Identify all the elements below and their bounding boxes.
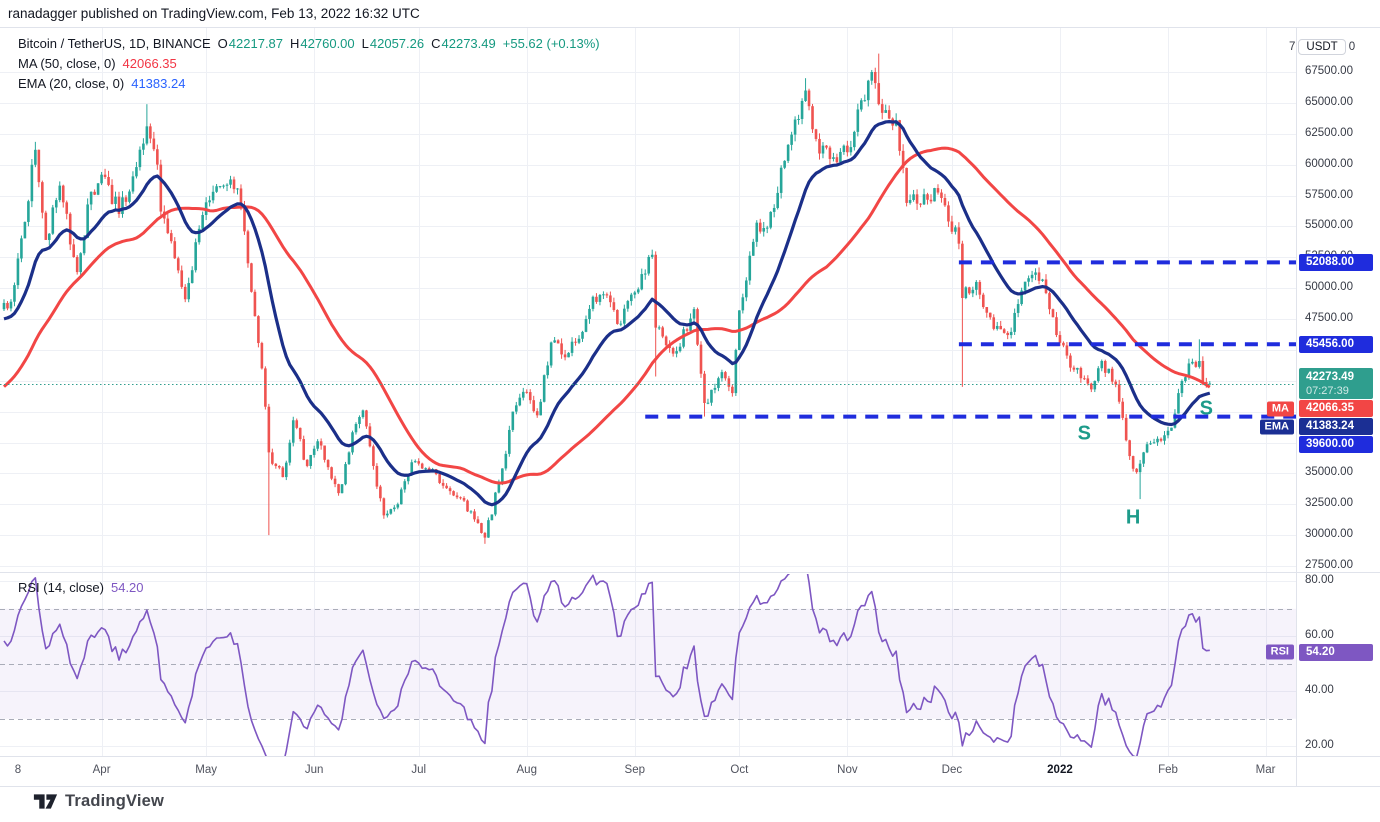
price-tick-label: 55000.00: [1305, 219, 1353, 232]
change-value: +55.62 (+0.13%): [502, 36, 600, 51]
open-value: 42217.87: [228, 36, 284, 51]
price-tick-label: 57500.00: [1305, 188, 1353, 201]
time-tick-label: Sep: [624, 764, 646, 776]
time-tick-label: Apr: [92, 764, 111, 776]
price-tick-label: 62500.00: [1305, 126, 1353, 139]
time-tick-label: Aug: [516, 764, 537, 776]
time-tick-label: Nov: [837, 764, 858, 776]
ema-legend-label: EMA (20, close, 0): [18, 76, 125, 91]
attribution-header: ranadagger published on TradingView.com,…: [8, 6, 420, 21]
rsi-legend-label: RSI (14, close): [18, 580, 104, 595]
bar-countdown-text: 07:27:39: [1306, 385, 1349, 398]
ma-axis-tag: MA: [1266, 401, 1294, 417]
pattern-annotation-h: H: [1125, 506, 1141, 529]
time-tick-label: May: [195, 764, 217, 776]
current-price-text: 42273.49: [1306, 371, 1354, 384]
time-tick-label: Oct: [730, 764, 749, 776]
time-tick-label: Feb: [1158, 764, 1178, 776]
ma-legend-label: MA (50, close, 0): [18, 56, 116, 71]
pattern-annotation-s: S: [1077, 422, 1092, 445]
price-tick-label: 30000.00: [1305, 528, 1353, 541]
pattern-annotation-s: S: [1199, 397, 1213, 420]
time-tick-label: 2022: [1047, 764, 1073, 776]
rsi-tick-label: 80.00: [1305, 574, 1334, 587]
price-tick-label: 67500.00: [1305, 65, 1353, 77]
rsi-axis-tag: RSI: [1265, 644, 1294, 660]
occluded-axis-label-right: 0: [1348, 41, 1356, 53]
level-price-badge: 45456.00: [1299, 335, 1373, 353]
price-tick-label: 50000.00: [1305, 281, 1353, 294]
time-tick-label: Jul: [411, 764, 427, 776]
high-label: H: [290, 36, 300, 51]
price-tick-label: 27500.00: [1305, 559, 1353, 571]
price-tick-label: 32500.00: [1305, 497, 1353, 510]
price-tick-label: 65000.00: [1305, 95, 1353, 108]
tradingview-logo-icon: [33, 794, 58, 809]
price-tick-label: 60000.00: [1305, 157, 1353, 170]
symbol-title: Bitcoin / TetherUS, 1D, BINANCE: [18, 36, 211, 51]
ma-legend: MA (50, close, 0) 42066.35: [18, 56, 184, 71]
level-price-badge: 52088.00: [1299, 253, 1373, 271]
time-tick-label: Jun: [304, 764, 324, 776]
rsi-legend-value: 54.20: [110, 580, 144, 595]
occluded-axis-label-left: 7: [1289, 41, 1296, 53]
rsi-legend: RSI (14, close) 54.20: [18, 580, 151, 595]
time-tick-label: 8: [14, 764, 22, 776]
ema-legend-value: 41383.24: [131, 76, 186, 91]
low-value: 42057.26: [369, 36, 425, 51]
rsi-value-badge: 54.20: [1299, 643, 1373, 661]
tradingview-logo-text: TradingView: [65, 792, 165, 810]
symbol-legend: Bitcoin / TetherUS, 1D, BINANCE O42217.87…: [18, 36, 607, 51]
ema-legend: EMA (20, close, 0) 41383.24: [18, 76, 192, 91]
low-label: L: [361, 36, 369, 51]
ma-value-badge: 42066.35: [1299, 400, 1373, 418]
tradingview-logo[interactable]: TradingView: [33, 791, 164, 812]
currency-toggle-button[interactable]: USDT: [1298, 39, 1346, 55]
ema-value-badge: 41383.24: [1299, 418, 1373, 436]
ema-axis-tag: EMA: [1259, 419, 1294, 435]
rsi-tick-label: 20.00: [1305, 739, 1334, 752]
current-price-badge: 42273.49 07:27:39: [1299, 368, 1373, 400]
axis-currency-row: 7 USDT 0: [1289, 39, 1355, 55]
price-tick-label: 35000.00: [1305, 466, 1353, 479]
level-price-badge: 39600.00: [1299, 436, 1373, 454]
price-tick-label: 47500.00: [1305, 312, 1353, 324]
high-value: 42760.00: [300, 36, 355, 51]
close-value: 42273.49: [441, 36, 496, 51]
close-label: C: [431, 36, 441, 51]
time-tick-label: Mar: [1255, 764, 1276, 776]
rsi-tick-label: 40.00: [1305, 684, 1334, 697]
rsi-tick-label: 60.00: [1305, 629, 1334, 642]
open-label: O: [217, 36, 228, 51]
ma-legend-value: 42066.35: [122, 56, 177, 71]
time-tick-label: Dec: [941, 764, 963, 776]
